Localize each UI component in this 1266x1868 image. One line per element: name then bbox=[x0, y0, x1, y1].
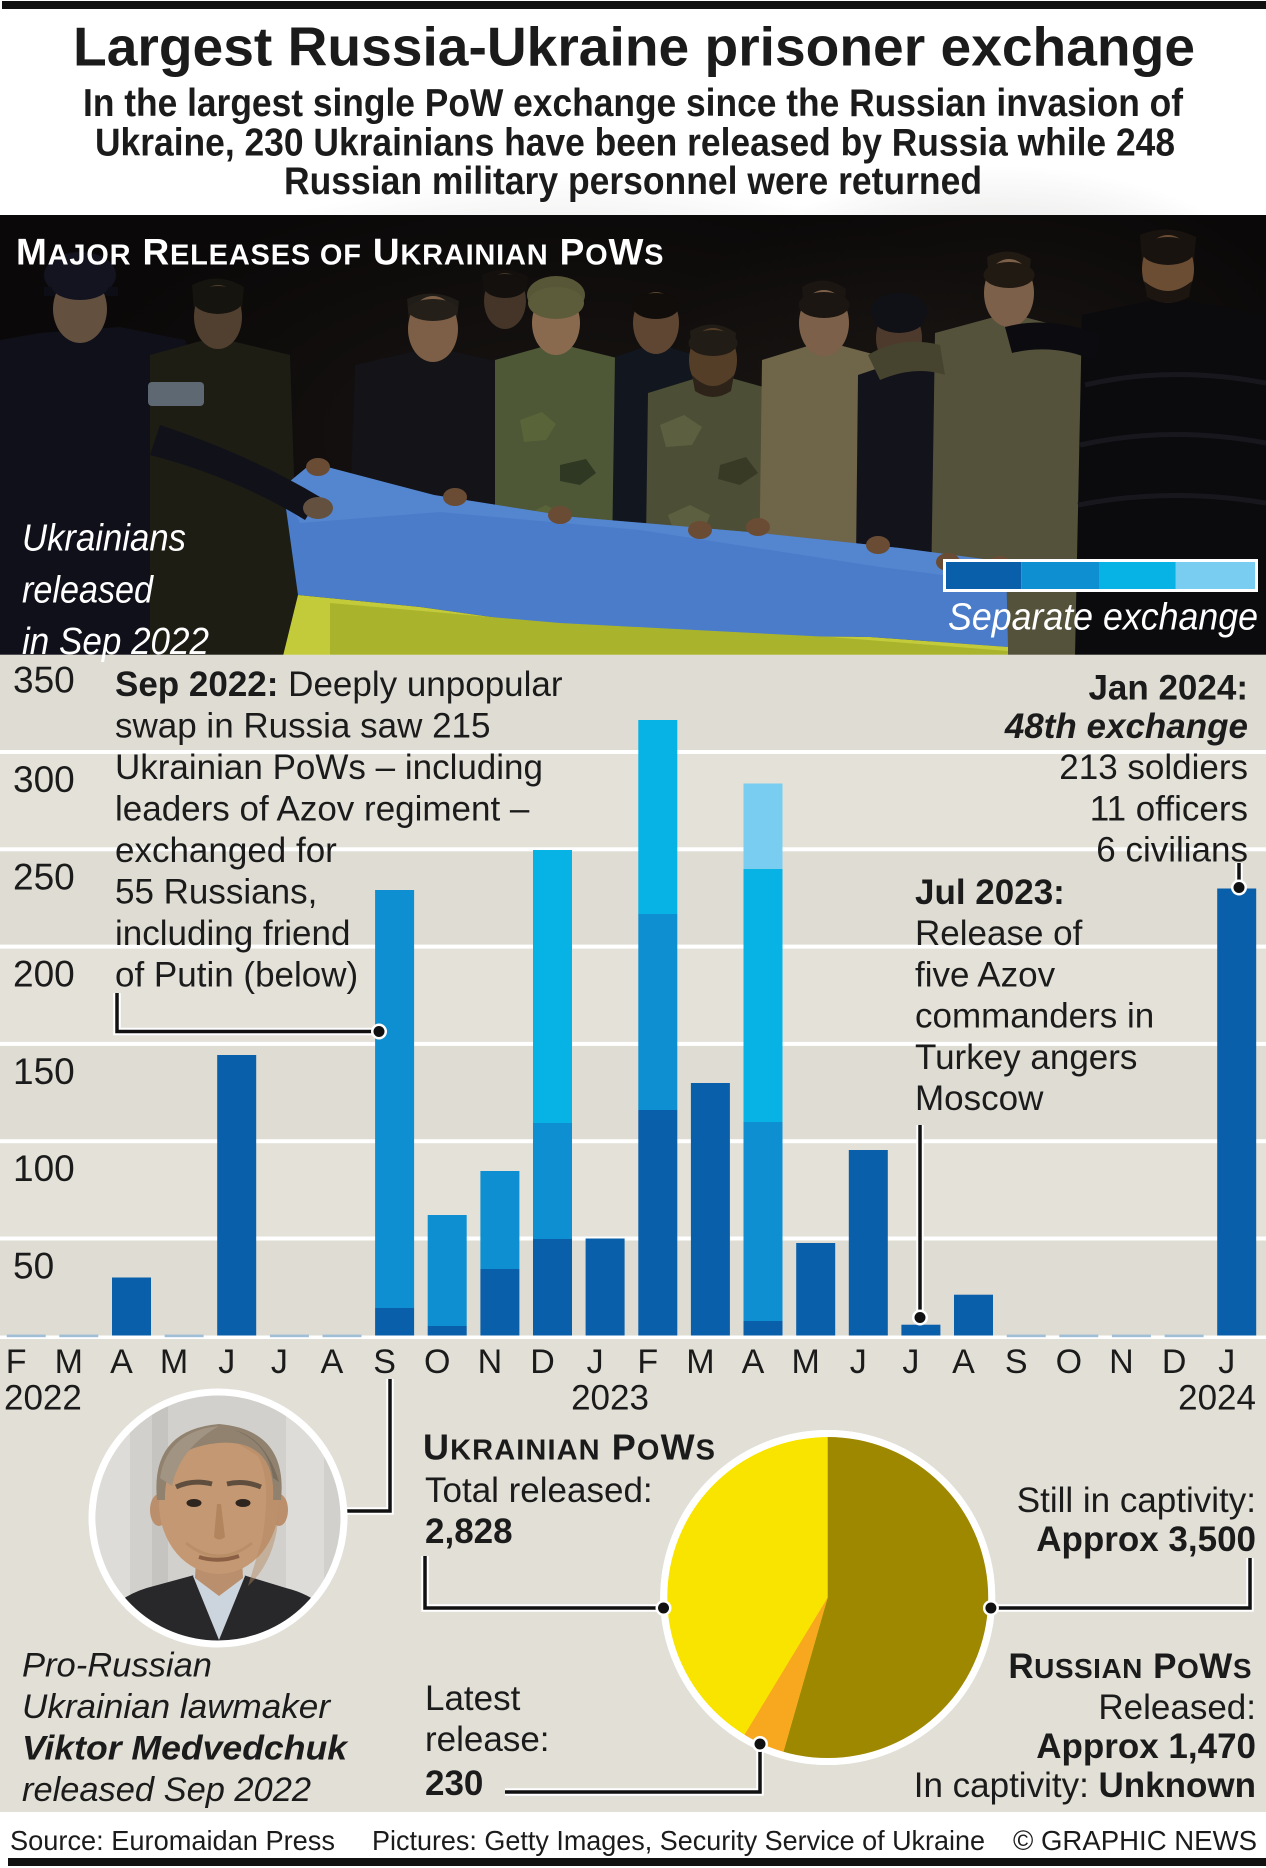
svg-text:S: S bbox=[1005, 1343, 1028, 1381]
svg-text:release:: release: bbox=[425, 1720, 550, 1759]
svg-text:commanders in: commanders in bbox=[915, 997, 1154, 1036]
svg-text:in Sep 2022: in Sep 2022 bbox=[22, 621, 209, 663]
svg-text:M: M bbox=[686, 1343, 714, 1381]
svg-text:Released:: Released: bbox=[1098, 1688, 1256, 1727]
svg-text:leaders of Azov regiment –: leaders of Azov regiment – bbox=[115, 790, 530, 829]
svg-text:O: O bbox=[1056, 1343, 1082, 1381]
svg-text:of Putin (below): of Putin (below) bbox=[115, 956, 358, 995]
svg-text:released: released bbox=[22, 569, 155, 611]
svg-text:350: 350 bbox=[13, 660, 75, 701]
svg-text:M: M bbox=[792, 1343, 820, 1381]
svg-text:200: 200 bbox=[13, 954, 75, 995]
svg-text:100: 100 bbox=[13, 1148, 75, 1189]
svg-text:J: J bbox=[218, 1343, 235, 1381]
svg-text:In the largest single PoW exch: In the largest single PoW exchange since… bbox=[83, 82, 1184, 125]
svg-text:Approx 1,470: Approx 1,470 bbox=[1036, 1727, 1256, 1766]
svg-text:300: 300 bbox=[13, 759, 75, 800]
svg-text:F: F bbox=[6, 1343, 27, 1381]
svg-text:M: M bbox=[160, 1343, 188, 1381]
svg-text:Pictures: Getty Images, Securi: Pictures: Getty Images, Security Service… bbox=[372, 1825, 985, 1856]
svg-text:O: O bbox=[424, 1343, 450, 1381]
svg-text:Jul 2023:: Jul 2023: bbox=[915, 873, 1065, 912]
svg-text:N: N bbox=[1109, 1343, 1134, 1381]
svg-text:A: A bbox=[742, 1343, 765, 1381]
svg-text:Approx 3,500: Approx 3,500 bbox=[1036, 1520, 1256, 1559]
svg-text:swap in Russia saw 215: swap in Russia saw 215 bbox=[115, 707, 490, 746]
svg-text:2,828: 2,828 bbox=[425, 1512, 513, 1551]
svg-text:150: 150 bbox=[13, 1051, 75, 1092]
svg-text:Ukrainians: Ukrainians bbox=[22, 518, 186, 560]
svg-text:D: D bbox=[1162, 1343, 1187, 1381]
svg-text:Latest: Latest bbox=[425, 1679, 521, 1718]
svg-text:55 Russians,: 55 Russians, bbox=[115, 873, 317, 912]
svg-text:Still in captivity:: Still in captivity: bbox=[1017, 1481, 1256, 1520]
svg-text:Pro-Russian: Pro-Russian bbox=[22, 1647, 212, 1685]
svg-text:M: M bbox=[55, 1343, 83, 1381]
svg-text:Ukrainian PoWs – including: Ukrainian PoWs – including bbox=[115, 748, 543, 787]
svg-text:Release of: Release of bbox=[915, 914, 1083, 953]
svg-text:S: S bbox=[373, 1343, 396, 1381]
svg-text:A: A bbox=[321, 1343, 344, 1381]
svg-text:J: J bbox=[902, 1343, 919, 1381]
svg-text:Separate exchange: Separate exchange bbox=[948, 597, 1258, 639]
svg-text:11 officers: 11 officers bbox=[1090, 790, 1248, 829]
svg-text:2024: 2024 bbox=[1178, 1379, 1256, 1418]
svg-text:A: A bbox=[952, 1343, 975, 1381]
svg-text:D: D bbox=[530, 1343, 555, 1381]
svg-text:MAJOR RELEASES OF UKRAINIAN PO: MAJOR RELEASES OF UKRAINIAN POWS bbox=[16, 232, 664, 273]
svg-text:including friend: including friend bbox=[115, 914, 350, 953]
svg-text:213 soldiers: 213 soldiers bbox=[1059, 748, 1248, 787]
svg-text:Sep 2022: Deeply unpopular: Sep 2022: Deeply unpopular bbox=[115, 665, 563, 704]
svg-text:230: 230 bbox=[425, 1764, 483, 1803]
svg-text:250: 250 bbox=[13, 856, 75, 897]
svg-text:50: 50 bbox=[13, 1246, 54, 1287]
svg-text:Largest Russia-Ukraine prisone: Largest Russia-Ukraine prisoner exchange bbox=[73, 16, 1195, 78]
svg-text:exchanged for: exchanged for bbox=[115, 831, 337, 870]
svg-text:In captivity: Unknown: In captivity: Unknown bbox=[914, 1766, 1256, 1805]
svg-text:Jan 2024:: Jan 2024: bbox=[1088, 669, 1248, 708]
svg-text:released Sep 2022: released Sep 2022 bbox=[22, 1771, 311, 1809]
svg-text:J: J bbox=[1218, 1343, 1235, 1381]
svg-text:© GRAPHIC NEWS: © GRAPHIC NEWS bbox=[1013, 1825, 1257, 1856]
svg-text:Moscow: Moscow bbox=[915, 1079, 1044, 1118]
svg-text:Turkey angers: Turkey angers bbox=[915, 1038, 1137, 1077]
svg-text:F: F bbox=[637, 1343, 658, 1381]
svg-text:N: N bbox=[478, 1343, 503, 1381]
svg-text:five Azov: five Azov bbox=[915, 955, 1056, 994]
svg-text:Source: Euromaidan Press: Source: Euromaidan Press bbox=[10, 1825, 335, 1856]
svg-text:48th exchange: 48th exchange bbox=[1004, 707, 1248, 746]
svg-text:2022: 2022 bbox=[4, 1379, 82, 1418]
svg-text:UKRAINIAN POWS: UKRAINIAN POWS bbox=[423, 1427, 716, 1468]
svg-text:Total released:: Total released: bbox=[425, 1471, 653, 1510]
svg-text:Viktor Medvedchuk: Viktor Medvedchuk bbox=[22, 1730, 349, 1768]
svg-text:2023: 2023 bbox=[571, 1379, 649, 1418]
svg-text:J: J bbox=[850, 1343, 867, 1381]
svg-text:6 civilians: 6 civilians bbox=[1096, 831, 1248, 870]
svg-text:Ukraine, 230 Ukrainians have b: Ukraine, 230 Ukrainians have been releas… bbox=[95, 122, 1175, 165]
svg-text:J: J bbox=[271, 1343, 288, 1381]
svg-text:Ukrainian lawmaker: Ukrainian lawmaker bbox=[22, 1688, 332, 1726]
svg-text:A: A bbox=[110, 1343, 133, 1381]
svg-text:J: J bbox=[587, 1343, 604, 1381]
svg-text:RUSSIAN POWS: RUSSIAN POWS bbox=[1008, 1647, 1252, 1686]
